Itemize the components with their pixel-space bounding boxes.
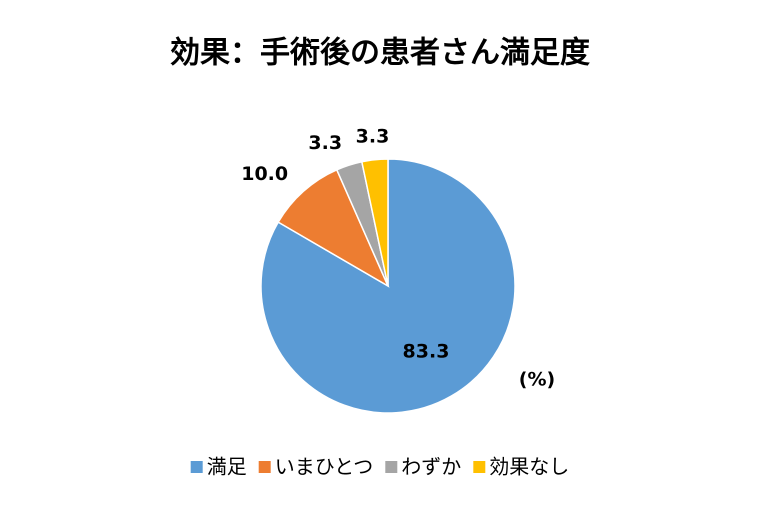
pie-slice — [260, 158, 516, 414]
legend-label: いまひとつ — [275, 455, 374, 479]
legend-swatch — [190, 461, 203, 473]
legend-label: 効果なし — [489, 455, 569, 479]
legend: 満足 いまひとつ わずか 効果なし — [190, 455, 569, 479]
legend-swatch — [258, 461, 271, 473]
chart-title: 効果：手術後の患者さん満足度 — [170, 36, 590, 71]
legend-label: 満足 — [207, 455, 247, 479]
value-label: 3.3 — [356, 125, 390, 147]
legend-swatch — [473, 461, 486, 473]
unit-label: (%) — [519, 369, 555, 391]
value-label: 10.0 — [241, 163, 288, 185]
pie-slice — [277, 168, 390, 288]
value-label: 3.3 — [308, 132, 342, 154]
legend-swatch — [385, 461, 398, 473]
value-label: 83.3 — [403, 341, 450, 363]
legend-label: わずか — [401, 455, 461, 479]
pie-slice — [360, 158, 389, 287]
